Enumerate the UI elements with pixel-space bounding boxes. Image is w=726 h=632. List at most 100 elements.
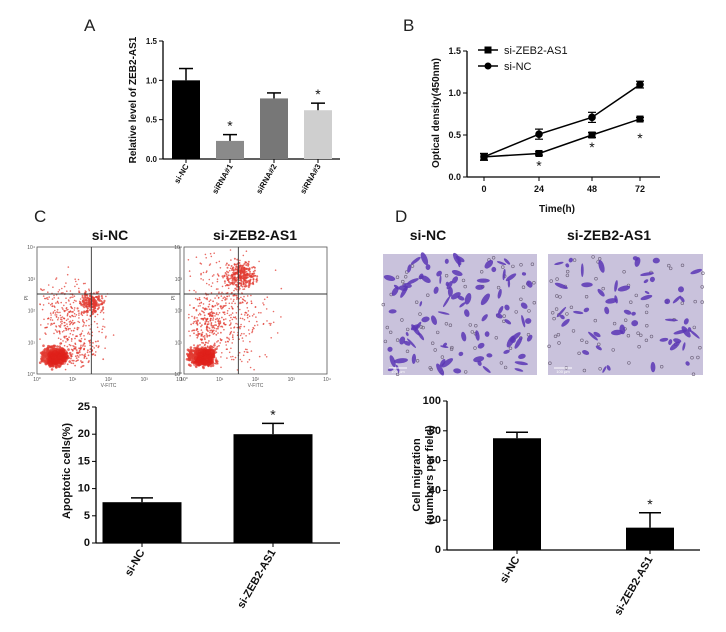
flow-dot: [247, 329, 250, 331]
flow-dot: [99, 303, 102, 306]
flow-dot: [215, 333, 218, 336]
migrated-cell: [496, 261, 507, 266]
flow-dot: [69, 344, 72, 347]
membrane-pore: [636, 331, 640, 335]
migrated-cell: [419, 301, 423, 307]
flow-dot: [77, 278, 80, 281]
flow-dot: [235, 312, 238, 314]
flow-dot: [198, 302, 201, 305]
flow-dot: [40, 324, 42, 326]
membrane-pore: [508, 346, 513, 350]
flow-dot: [195, 256, 198, 259]
flow-dot: [210, 308, 213, 311]
flow-dot: [246, 348, 248, 351]
flow-dot: [217, 296, 220, 299]
flow-dot: [193, 307, 196, 309]
flow-dot: [77, 327, 80, 329]
chart-b-ylabel: Optical density(450nm): [431, 58, 442, 168]
migrated-cell: [464, 293, 472, 305]
migrated-cell: [640, 294, 653, 301]
flow-dot: [240, 280, 243, 283]
flow-dot: [243, 276, 246, 279]
flow-dot: [243, 279, 246, 281]
flow-dot: [196, 317, 198, 319]
flow-dot: [189, 335, 191, 337]
flow-dot: [65, 297, 67, 300]
flow-dot: [55, 277, 58, 279]
flow-dot: [203, 296, 206, 299]
flow-dot: [59, 324, 62, 326]
panel-label-b: B: [403, 16, 414, 35]
flow-dot: [71, 353, 74, 355]
flow-dot: [87, 309, 89, 312]
flow-dot: [228, 338, 231, 341]
flow-dot: [71, 359, 74, 362]
flow-dot: [88, 360, 90, 362]
flow-dot: [66, 345, 69, 348]
flow-dot: [201, 333, 203, 336]
flow-dot: [246, 295, 249, 297]
membrane-pore: [548, 361, 552, 365]
migrated-cell: [481, 314, 488, 322]
flow-dot: [96, 322, 98, 325]
migrated-cell: [464, 309, 470, 317]
flow-dot: [85, 324, 87, 327]
flow-dot: [41, 289, 44, 292]
flow-dot: [214, 315, 216, 317]
migrated-cell: [652, 257, 660, 264]
flow-dot: [243, 333, 245, 335]
flow-dot: [225, 264, 227, 266]
flow-dot: [91, 353, 94, 356]
flow-dot: [240, 332, 243, 335]
flow-dot: [252, 266, 255, 268]
flow-dot: [58, 345, 61, 349]
flow-dot: [70, 329, 73, 332]
flow-dot: [256, 275, 259, 278]
flow-dot: [243, 299, 246, 302]
migrated-cell: [389, 355, 396, 368]
flow-dot: [212, 300, 215, 303]
migrated-cell: [439, 359, 446, 367]
flow-dot: [77, 320, 79, 323]
series-line: [483, 118, 641, 158]
flow-dot: [251, 282, 254, 285]
membrane-pore: [645, 324, 649, 328]
membrane-pore: [598, 367, 602, 371]
migrated-cell: [565, 263, 570, 268]
flow-dot: [216, 295, 218, 297]
flow-dot: [69, 323, 71, 326]
flow-dot: [240, 296, 242, 299]
migrated-cell: [554, 261, 564, 265]
membrane-pore: [680, 301, 684, 305]
flow-dot: [224, 313, 226, 316]
flow-dot: [216, 280, 219, 283]
x-tick-label: si-ZEB2-AS1: [235, 548, 278, 611]
flow-dot: [201, 310, 203, 312]
flow-dense-core: [205, 359, 212, 366]
flow-dot: [49, 312, 52, 315]
flow-dot: [269, 324, 272, 326]
flow-dot: [76, 326, 79, 329]
flow-dot: [51, 319, 54, 321]
membrane-pore: [698, 346, 702, 350]
flow-dot: [249, 270, 251, 273]
membrane-pore: [627, 361, 631, 365]
flow-dot: [52, 311, 55, 313]
flow-dot: [255, 320, 258, 323]
flow-dot: [43, 288, 45, 291]
flow-dot: [234, 268, 237, 271]
flow-dot: [89, 344, 91, 347]
flow-dot: [81, 299, 84, 302]
flow-dot: [51, 298, 54, 300]
flow-dot: [212, 346, 215, 349]
migrated-cell: [436, 270, 442, 277]
flow-dot: [100, 295, 103, 298]
y-tick-label: 25: [78, 401, 90, 413]
membrane-pore: [491, 256, 496, 260]
flow-dot: [80, 344, 82, 347]
flow-dot: [95, 351, 97, 353]
flow-dot: [220, 356, 222, 358]
flow-dot: [58, 330, 61, 333]
y-tick-label: 100: [423, 395, 441, 407]
flow-dot: [206, 325, 208, 328]
